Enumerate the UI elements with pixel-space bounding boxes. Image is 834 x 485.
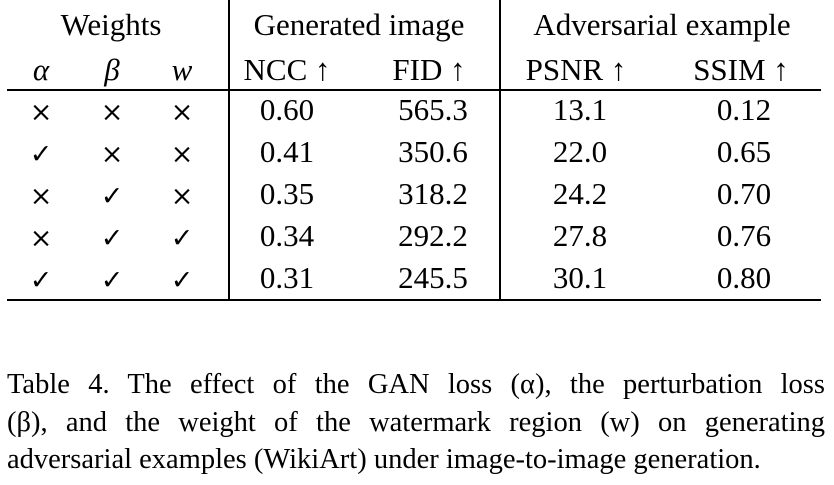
header-rule: [7, 89, 821, 91]
col-header-psnr: PSNR ↑: [525, 52, 627, 87]
col-header-beta: β: [104, 52, 120, 87]
column-separator: [228, 0, 230, 301]
cell-beta: ✓: [100, 181, 124, 212]
cell-ncc: 0.31: [259, 260, 315, 295]
cell-fid: 292.2: [398, 218, 468, 253]
bottom-rule: [7, 299, 821, 301]
cell-alpha: ✓: [29, 265, 53, 296]
cell-ssim: 0.76: [716, 218, 772, 253]
column-separator: [499, 0, 501, 301]
group-header-weights: Weights: [60, 7, 162, 42]
table-caption: Table 4. The effect of the GAN loss (α),…: [7, 366, 825, 479]
col-header-fid: FID ↑: [392, 52, 466, 87]
group-header-adversarial-example: Adversarial example: [533, 7, 791, 42]
cell-w: ×: [170, 139, 194, 170]
cell-ncc: 0.34: [259, 218, 315, 253]
cell-beta: ×: [100, 97, 124, 128]
col-header-alpha: α: [32, 52, 50, 87]
group-header-generated-image: Generated image: [253, 7, 465, 42]
caption-line: (β), and the weight of the watermark reg…: [7, 406, 825, 438]
cell-alpha: ×: [29, 223, 53, 254]
cell-psnr: 13.1: [552, 92, 608, 127]
cell-w: ×: [170, 181, 194, 212]
caption-line: adversarial examples (WikiArt) under ima…: [7, 444, 761, 475]
col-header-ssim: SSIM ↑: [693, 52, 789, 87]
caption-line: Table 4. The effect of the GAN loss (α),…: [7, 369, 825, 400]
cell-psnr: 27.8: [552, 218, 608, 253]
cell-w: ✓: [170, 223, 194, 254]
cell-w: ✓: [170, 265, 194, 296]
cell-alpha: ✓: [29, 139, 53, 170]
cell-beta: ✓: [100, 223, 124, 254]
cell-fid: 350.6: [398, 134, 468, 169]
cell-beta: ×: [100, 139, 124, 170]
cell-fid: 318.2: [398, 176, 468, 211]
cell-psnr: 30.1: [552, 260, 608, 295]
cell-ssim: 0.12: [716, 92, 772, 127]
cell-ssim: 0.80: [716, 260, 772, 295]
cell-ssim: 0.70: [716, 176, 772, 211]
cell-alpha: ×: [29, 97, 53, 128]
cell-psnr: 24.2: [552, 176, 608, 211]
cell-ncc: 0.60: [259, 92, 315, 127]
cell-ncc: 0.35: [259, 176, 315, 211]
col-header-w: w: [171, 52, 193, 87]
cell-fid: 245.5: [398, 260, 468, 295]
cell-w: ×: [170, 97, 194, 128]
col-header-ncc: NCC ↑: [243, 52, 331, 87]
results-table: Weights Generated image Adversarial exam…: [7, 0, 827, 301]
cell-alpha: ×: [29, 181, 53, 212]
cell-ssim: 0.65: [716, 134, 772, 169]
cell-ncc: 0.41: [259, 134, 315, 169]
cell-fid: 565.3: [398, 92, 468, 127]
cell-beta: ✓: [100, 265, 124, 296]
cell-psnr: 22.0: [552, 134, 608, 169]
